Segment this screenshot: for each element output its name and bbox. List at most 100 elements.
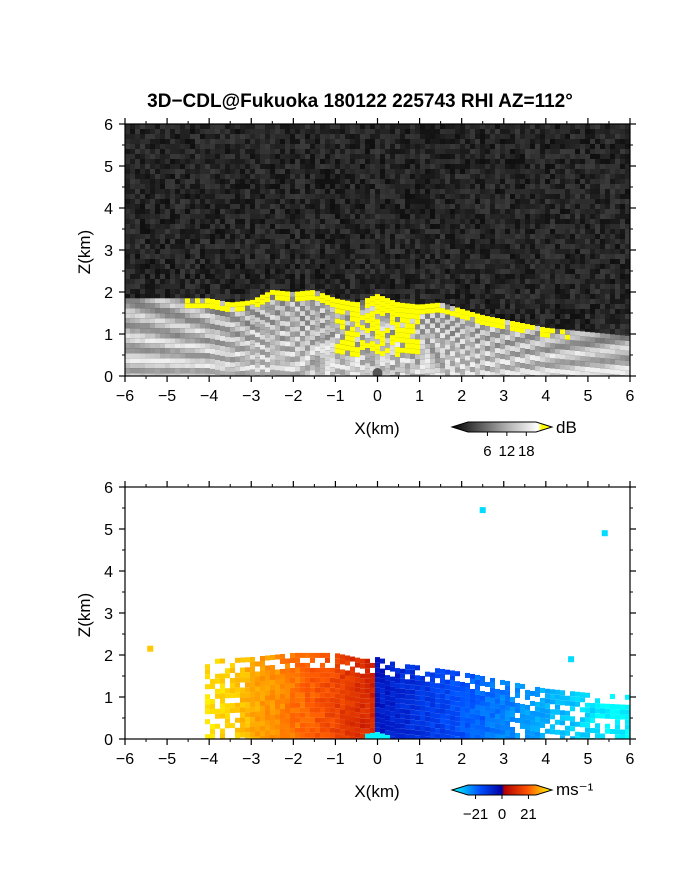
noise-cell [250,209,255,214]
noise-cell [475,284,480,289]
noise-cell [290,194,295,199]
noise-cell [245,189,250,194]
noise-cell [360,134,365,139]
noise-cell [315,214,320,219]
noise-cell [520,184,525,189]
noise-cell [185,199,190,204]
noise-cell [145,154,150,159]
noise-cell [480,139,485,144]
noise-cell [165,189,170,194]
noise-cell [220,189,225,194]
noise-cell [400,214,405,219]
noise-cell [605,184,610,189]
noise-cell [460,159,465,164]
noise-cell [530,159,535,164]
noise-cell [280,194,285,199]
noise-cell [410,199,415,204]
noise-cell [615,194,620,199]
noise-cell [550,204,555,209]
noise-cell [520,304,525,309]
noise-cell [615,189,620,194]
noise-cell [365,239,370,244]
noise-cell [625,309,630,314]
noise-cell [470,304,475,309]
noise-cell [370,254,375,259]
noise-cell [340,199,345,204]
noise-cell [280,169,285,174]
noise-cell [295,124,300,129]
noise-cell [510,304,515,309]
noise-cell [510,149,515,154]
noise-cell [215,124,220,129]
noise-cell [205,239,210,244]
noise-cell [240,124,245,129]
noise-cell [160,239,165,244]
noise-cell [415,239,420,244]
noise-cell [285,224,290,229]
noise-cell [175,224,180,229]
noise-cell [395,249,400,254]
noise-cell [515,164,520,169]
noise-cell [365,249,370,254]
noise-cell [195,229,200,234]
noise-cell [295,129,300,134]
noise-cell [190,239,195,244]
noise-cell [150,294,155,299]
noise-cell [470,259,475,264]
noise-cell [255,249,260,254]
noise-cell [175,179,180,184]
noise-cell [390,249,395,254]
noise-cell [570,299,575,304]
noise-cell [595,169,600,174]
noise-cell [515,134,520,139]
noise-cell [310,134,315,139]
noise-cell [505,159,510,164]
noise-cell [360,294,365,299]
noise-cell [460,239,465,244]
noise-cell [130,124,135,129]
noise-cell [230,139,235,144]
noise-cell [210,194,215,199]
noise-cell [175,174,180,179]
noise-cell [475,234,480,239]
noise-cell [565,134,570,139]
noise-cell [545,214,550,219]
noise-cell [210,134,215,139]
noise-cell [475,239,480,244]
noise-cell [560,324,565,329]
noise-cell [305,254,310,259]
noise-cell [405,259,410,264]
noise-cell [255,229,260,234]
noise-cell [225,204,230,209]
noise-cell [445,164,450,169]
noise-cell [350,229,355,234]
noise-cell [550,169,555,174]
noise-cell [325,199,330,204]
noise-cell [340,204,345,209]
noise-cell [385,279,390,284]
noise-cell [170,179,175,184]
noise-cell [495,299,500,304]
noise-cell [505,219,510,224]
noise-cell [430,129,435,134]
noise-cell [435,284,440,289]
noise-cell [310,239,315,244]
noise-cell [380,204,385,209]
noise-cell [185,154,190,159]
noise-cell [310,284,315,289]
noise-cell [490,244,495,249]
noise-cell [575,259,580,264]
noise-cell [240,214,245,219]
noise-cell [380,244,385,249]
noise-cell [250,194,255,199]
noise-cell [625,274,630,279]
noise-cell [335,139,340,144]
noise-cell [265,149,270,154]
noise-cell [570,214,575,219]
noise-cell [315,259,320,264]
noise-cell [260,134,265,139]
noise-cell [485,224,490,229]
noise-cell [240,249,245,254]
noise-cell [365,274,370,279]
noise-cell [485,249,490,254]
